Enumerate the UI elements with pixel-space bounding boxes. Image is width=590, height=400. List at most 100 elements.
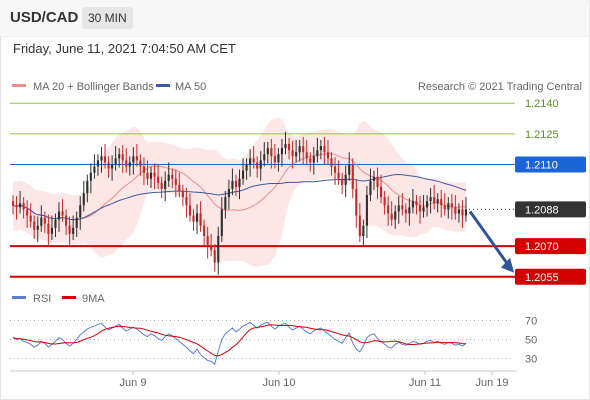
candle-body [29,215,32,222]
credit-text: Research © 2021 Trading Central [418,81,582,93]
level-badge-last [515,201,586,218]
rsi-tick-label: 50 [525,335,537,347]
candle-body [422,207,425,212]
legend-label-rsi: RSI [33,293,51,305]
x-tick-label: Jun 19 [475,377,508,389]
candle-body [231,180,234,189]
candle-body [464,209,468,216]
candle-body [36,225,39,230]
candle-body [139,160,142,167]
candle-body [429,197,432,202]
level-badge-support [515,268,586,285]
candle-body [68,225,71,234]
candle-body [100,156,103,161]
candle-body [171,174,174,179]
candle-body [344,174,347,185]
candle-body [33,221,36,230]
candle-body [259,160,262,169]
candle-body [404,209,407,214]
candle-body [220,209,223,236]
candle-body [270,148,273,157]
levels-layer: 1.2140 1.2125 1.2110 1.2088 1.2070 1.2055 [10,98,586,285]
timestamp: Friday, June 11, 2021 7:04:50 AM CET [13,41,236,56]
interval-badge[interactable]: 30 MIN [82,7,133,29]
candle-body [135,156,138,161]
candle-body [111,164,114,169]
candle-body [337,172,340,179]
candle-body [125,160,128,167]
candle-body [57,211,61,220]
candle-body [93,166,96,173]
candle-body [457,209,460,214]
ma20-line [12,152,467,221]
candle-body [341,178,344,185]
candle-body [142,166,146,173]
candle-body [160,182,163,189]
candle-body [86,180,89,194]
candle-body [418,205,422,212]
x-tick-label: Jun 11 [409,377,441,389]
candle-body [252,158,255,163]
candle-body [362,225,365,236]
pair-title: USD/CAD [10,9,79,26]
candle-body [118,154,121,159]
candle-body [305,152,308,159]
legend-label-ma50: MA 50 [175,81,206,93]
candle-body [319,146,322,151]
projection-arrow-shaft [468,210,510,266]
candle-body [436,199,439,204]
candle-body [302,146,305,153]
header-bar: USD/CAD 30 MIN [0,0,588,37]
candle-body [249,158,252,165]
rsi-panel: 70 50 30 [10,316,537,366]
candle-body [114,158,117,165]
candle-body [443,205,446,210]
level-label-pivot: 1.2110 [525,159,558,171]
candle-body [355,188,358,216]
candle-body [348,164,351,175]
candle-body [153,172,156,177]
candle-body [408,207,411,214]
candle-body [185,197,188,206]
candles-layer [11,131,468,275]
candle-body [82,193,85,206]
rsi-ma-line [12,324,467,357]
candle-body [50,227,53,234]
candle-body [280,148,284,155]
rsi-legend: RSI 9MA [12,293,105,305]
candle-body [206,235,209,247]
candle-body [273,156,276,163]
candle-body [263,154,266,161]
rsi-line [12,321,467,366]
candle-body [47,223,50,234]
candle-body [323,146,326,153]
candle-body [234,180,238,187]
level-badge-support [515,238,586,255]
candle-body [227,188,230,198]
candle-body [174,178,177,185]
candle-body [213,250,216,263]
candle-body [326,152,330,159]
candle-body [330,158,333,167]
level-badge-pivot [515,156,586,173]
candle-body [65,215,68,226]
candle-body [266,148,269,155]
candle-body [238,178,241,187]
candle-body [107,162,110,169]
candle-body [96,160,99,167]
candle-body [181,191,184,198]
candle-body [245,164,248,171]
projection-arrow-head [501,257,514,273]
candle-body [316,150,319,157]
level-label-support: 1.2055 [525,272,559,284]
candle-body [224,197,227,210]
candle-body [26,209,29,216]
candle-body [79,205,82,218]
candle-body [454,207,457,214]
legend-swatch-ma20 [12,84,26,87]
candle-body [178,184,181,192]
candle-body [461,209,464,216]
candle-body [188,205,192,216]
legend-label-ma20: MA 20 + Bollinger Bands [33,81,154,93]
candle-body [61,211,64,216]
